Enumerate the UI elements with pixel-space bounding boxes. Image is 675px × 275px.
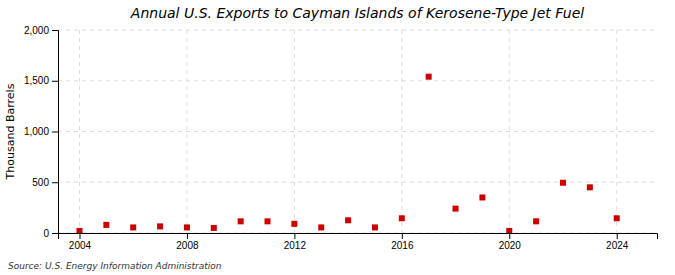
grid-line — [616, 30, 617, 233]
tick: 2020 — [499, 233, 522, 251]
tick: 2016 — [391, 233, 414, 251]
y-axis-label: Thousand Barrels — [4, 83, 17, 180]
chart: 2004 2008 2012 2016 2020 2024 0 500 1,000 1,500 2,… — [0, 0, 675, 275]
grid-line — [58, 80, 657, 81]
tick-label: 2016 — [391, 240, 414, 251]
point — [103, 222, 109, 228]
tick-label: 1,500 — [24, 75, 49, 86]
grid — [58, 30, 657, 233]
point — [533, 218, 539, 224]
point — [291, 221, 297, 227]
grid-line — [58, 30, 657, 31]
grid-line — [294, 30, 295, 233]
point — [345, 217, 351, 223]
tick-mark — [187, 233, 188, 239]
tick-label: 1,000 — [24, 126, 49, 137]
point — [399, 215, 405, 221]
source: Source: U.S. Energy Information Administ… — [8, 261, 222, 271]
point — [614, 215, 620, 221]
point — [211, 225, 217, 231]
tick-label: 500 — [32, 177, 49, 188]
y-axis: 0 500 1,000 1,500 2,000 — [24, 25, 59, 239]
tick-mark — [294, 233, 295, 239]
points — [76, 74, 619, 233]
grid-line — [186, 30, 187, 233]
tick: 2,000 — [24, 25, 58, 36]
tick-mark — [79, 233, 80, 239]
x-axis: 2004 2008 2012 2016 2020 2024 — [59, 233, 658, 251]
tick-mark — [402, 233, 403, 239]
point — [372, 224, 378, 230]
point — [157, 223, 163, 229]
tick: 2004 — [69, 233, 92, 251]
point — [587, 184, 593, 190]
point — [76, 228, 82, 233]
point — [506, 228, 512, 233]
title: Annual U.S. Exports to Cayman Islands of… — [130, 5, 584, 21]
grid-line — [79, 30, 80, 233]
grid-line — [58, 182, 657, 183]
point — [426, 74, 432, 80]
tick-label: 2,000 — [24, 25, 49, 36]
tick-label: 0 — [43, 228, 49, 239]
tick: 0 — [43, 228, 58, 239]
tick-mark — [509, 233, 510, 239]
tick-label: 2004 — [69, 240, 92, 251]
tick-mark — [617, 233, 618, 239]
tick: 1,000 — [24, 126, 58, 137]
tick-mark — [52, 182, 58, 183]
point — [318, 224, 324, 230]
axis-line — [59, 234, 658, 240]
point — [560, 180, 566, 186]
tick-mark — [52, 30, 58, 31]
point — [265, 218, 271, 224]
grid-line — [58, 131, 657, 132]
tick: 500 — [32, 177, 58, 188]
point — [130, 224, 136, 230]
tick-label: 2024 — [606, 240, 629, 251]
tick-mark — [52, 132, 58, 133]
tick-label: 2020 — [499, 240, 522, 251]
point — [184, 224, 190, 230]
grid-line — [401, 30, 402, 233]
point — [453, 206, 459, 212]
grid-line — [509, 30, 510, 233]
point — [479, 194, 485, 200]
plot: 2004 2008 2012 2016 2020 2024 0 500 1,000 1,500 2,… — [24, 25, 658, 251]
tick: 2008 — [176, 233, 199, 251]
point — [238, 218, 244, 224]
tick-mark — [52, 81, 58, 82]
tick-mark — [52, 233, 58, 234]
tick: 2012 — [284, 233, 307, 251]
axis-line — [52, 31, 59, 234]
tick-label: 2012 — [284, 240, 307, 251]
tick: 2024 — [606, 233, 629, 251]
tick-label: 2008 — [176, 240, 199, 251]
tick: 1,500 — [24, 75, 58, 86]
